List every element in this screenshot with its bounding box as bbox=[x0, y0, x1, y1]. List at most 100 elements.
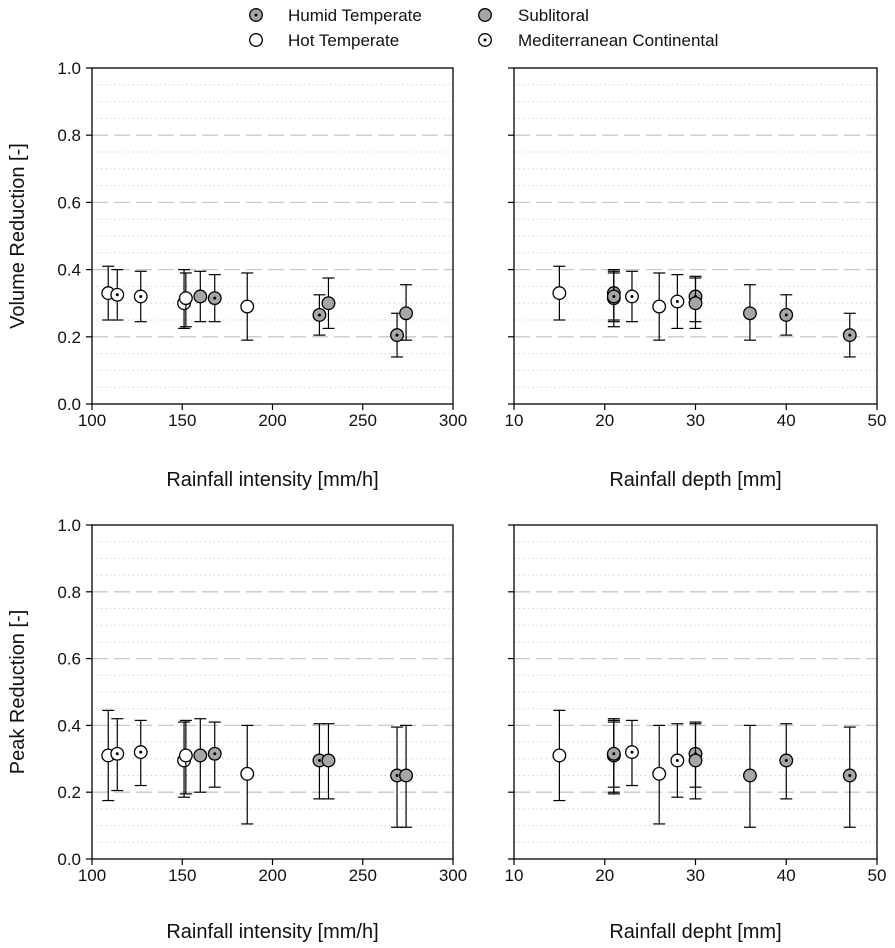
legend-marker-gray bbox=[478, 8, 492, 22]
y-tick-label: 0.4 bbox=[57, 716, 81, 735]
legend-item: Sublitoral bbox=[478, 6, 589, 25]
data-point bbox=[193, 270, 208, 323]
x-tick-label: 100 bbox=[78, 411, 106, 430]
data-marker-white bbox=[552, 748, 567, 763]
data-point bbox=[240, 272, 255, 341]
data-point bbox=[110, 718, 125, 792]
data-point bbox=[670, 723, 685, 798]
data-marker-white bbox=[652, 766, 667, 781]
data-point bbox=[321, 277, 336, 329]
data-point bbox=[178, 719, 193, 795]
data-point bbox=[390, 312, 404, 358]
data-marker-white bbox=[652, 299, 667, 314]
x-axis-title: Rainfall intensity [mm/h] bbox=[166, 469, 378, 491]
y-tick-label: 0.4 bbox=[57, 261, 81, 280]
data-point bbox=[606, 270, 621, 323]
data-point bbox=[606, 721, 621, 788]
legend-marker-dot-white-center-dot bbox=[483, 38, 487, 42]
data-point bbox=[842, 726, 857, 828]
x-tick-label: 300 bbox=[439, 411, 467, 430]
data-marker-dot-gray-center-dot bbox=[848, 774, 852, 777]
x-tick-label: 10 bbox=[505, 411, 524, 430]
y-tick-label: 0.0 bbox=[57, 850, 81, 869]
data-marker-dot-gray-center-dot bbox=[784, 758, 788, 762]
data-marker-gray bbox=[743, 306, 757, 321]
data-point bbox=[399, 724, 414, 828]
data-point bbox=[110, 269, 125, 321]
data-marker-dot-gray-center-dot bbox=[317, 313, 321, 317]
data-point bbox=[688, 723, 703, 800]
x-tick-label: 250 bbox=[349, 866, 377, 885]
y-axis-title: Peak Reduction [-] bbox=[7, 610, 29, 775]
data-marker-gray bbox=[688, 296, 703, 311]
data-marker-white bbox=[552, 286, 567, 301]
legend-marker-dot-gray-center-dot bbox=[254, 13, 258, 17]
y-tick-label: 0.8 bbox=[57, 126, 81, 145]
y-tick-label: 0.8 bbox=[57, 583, 81, 602]
data-point bbox=[207, 721, 222, 788]
y-tick-label: 0.6 bbox=[57, 650, 81, 669]
x-tick-label: 40 bbox=[777, 866, 796, 885]
y-tick-label: 0.2 bbox=[57, 783, 81, 802]
x-axis-title: Rainfall depth [mm] bbox=[609, 469, 781, 491]
data-point bbox=[207, 274, 222, 323]
x-tick-label: 20 bbox=[595, 411, 614, 430]
chart-panel-bottom-left: 0.0 0.2 0.4 0.6 0.8 1.0 100 150 200 250 300 Rainfal… bbox=[7, 516, 467, 943]
data-marker-dot-white-center-dot bbox=[675, 758, 679, 762]
data-point bbox=[779, 723, 794, 800]
data-marker-gray bbox=[688, 753, 703, 768]
data-point bbox=[240, 724, 255, 825]
chart-panel-top-right: 10 20 30 40 50 Rainfall depth [mm] bbox=[505, 67, 886, 491]
data-point bbox=[133, 270, 148, 323]
data-marker-white bbox=[178, 291, 193, 306]
x-tick-label: 100 bbox=[78, 866, 106, 885]
data-marker-dot-gray-center-dot bbox=[213, 752, 217, 756]
data-marker-dot-gray-center-dot bbox=[317, 758, 321, 762]
data-marker-gray bbox=[321, 753, 336, 768]
x-tick-label: 20 bbox=[595, 866, 614, 885]
x-tick-label: 200 bbox=[258, 411, 286, 430]
data-point bbox=[743, 724, 757, 828]
data-point bbox=[652, 272, 667, 341]
x-tick-label: 50 bbox=[868, 866, 887, 885]
data-marker-gray bbox=[193, 289, 208, 304]
x-tick-label: 200 bbox=[258, 866, 286, 885]
data-marker-dot-gray-center-dot bbox=[395, 333, 399, 337]
chart-panel-top-left: 0.0 0.2 0.4 0.6 0.8 1.0 100 150 200 250 300 Rainfal… bbox=[7, 59, 467, 491]
x-tick-label: 30 bbox=[686, 411, 705, 430]
data-marker-dot-white-center-dot bbox=[139, 294, 143, 298]
data-point bbox=[321, 723, 336, 800]
y-tick-label: 0.6 bbox=[57, 193, 81, 212]
chart-panel-bottom-right: 10 20 30 40 50 Rainfall depht [mm] bbox=[505, 524, 887, 943]
data-marker-dot-gray-center-dot bbox=[784, 313, 788, 317]
data-marker-gray bbox=[743, 768, 757, 783]
data-point bbox=[652, 724, 667, 825]
legend-item: Mediterranean Continental bbox=[478, 31, 718, 50]
data-marker-dot-gray-center-dot bbox=[213, 296, 217, 300]
y-axis-title: Volume Reduction [-] bbox=[7, 143, 29, 329]
data-marker-dot-gray-center-dot bbox=[395, 774, 399, 777]
data-marker-dot-gray-center-dot bbox=[612, 752, 616, 756]
y-tick-label: 0.2 bbox=[57, 328, 81, 347]
legend-label: Mediterranean Continental bbox=[518, 31, 718, 50]
x-tick-label: 300 bbox=[439, 866, 467, 885]
y-tick-label: 1.0 bbox=[57, 516, 81, 535]
data-marker-dot-white-center-dot bbox=[115, 752, 119, 756]
data-point bbox=[779, 294, 794, 336]
data-point bbox=[842, 312, 857, 358]
data-point bbox=[625, 719, 639, 787]
data-marker-dot-white-center-dot bbox=[630, 750, 634, 754]
data-marker-gray bbox=[399, 768, 414, 783]
data-marker-dot-white-center-dot bbox=[115, 293, 119, 297]
data-point bbox=[688, 277, 703, 329]
data-marker-dot-white-center-dot bbox=[675, 300, 679, 304]
data-point bbox=[399, 284, 414, 341]
x-tick-label: 250 bbox=[349, 411, 377, 430]
data-point bbox=[670, 274, 685, 329]
data-point bbox=[133, 719, 148, 787]
legend: Humid Temperate Sublitoral Hot Temperate Me… bbox=[249, 6, 718, 50]
data-point bbox=[312, 294, 327, 336]
data-marker-dot-gray-center-dot bbox=[848, 333, 852, 337]
legend-label: Sublitoral bbox=[518, 6, 589, 25]
